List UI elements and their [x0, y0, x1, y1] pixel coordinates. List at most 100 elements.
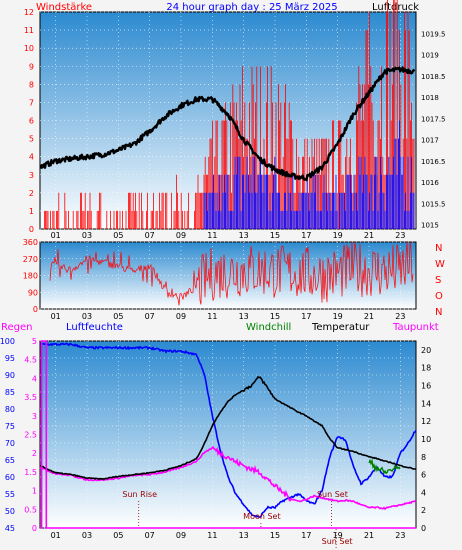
- dewpoint-label: Taupunkt: [392, 322, 439, 333]
- x-tick-label: 19: [333, 231, 343, 240]
- wind-tick-label: 6: [29, 117, 34, 126]
- wind-tick-label: 4: [29, 153, 34, 162]
- astro-events: Sun Rise Moon Set Sun Set Sun Set: [122, 490, 353, 548]
- wind-tick-label: 3: [29, 171, 34, 180]
- windchill-series: [368, 458, 401, 475]
- pressure-tick-label: 1016.5: [421, 158, 446, 166]
- x-tick-label: 11: [207, 231, 217, 240]
- x-tick-label: 09: [176, 531, 186, 540]
- x-tick-label: 23: [395, 531, 405, 540]
- humidity-temperature-plot-area: [39, 340, 417, 529]
- event-label: Sun Set: [322, 537, 353, 546]
- rain-tick-label: 4: [32, 374, 37, 383]
- humidity-temperature-axes: 455055606570758085909510000.511.522.533.…: [0, 337, 431, 540]
- x-tick-label: 13: [239, 312, 249, 321]
- pressure-tick-label: 1015.5: [421, 200, 446, 208]
- x-tick-label: 13: [239, 531, 249, 540]
- wind-direction-series: [49, 241, 414, 306]
- humidity-tick-label: 70: [5, 439, 15, 448]
- x-tick-label: 11: [207, 312, 217, 321]
- temperature-tick-label: 4: [421, 488, 426, 497]
- wind-tick-label: 12: [24, 8, 34, 17]
- direction-tick-label: 360: [23, 238, 38, 247]
- pressure-tick-label: 1015: [421, 222, 439, 230]
- rain-tick-label: 3.5: [24, 393, 37, 402]
- humidity-tick-label: 45: [5, 524, 15, 533]
- wind-tick-label: 2: [29, 189, 34, 198]
- wind-tick-label: 9: [29, 62, 34, 71]
- x-tick-label: 15: [270, 231, 280, 240]
- humidity-series: [39, 342, 417, 518]
- page-title: 24 hour graph day : 25 März 2025: [166, 2, 337, 13]
- rain-tick-label: 2.5: [24, 431, 37, 440]
- temperature-tick-label: 2: [421, 506, 426, 515]
- direction-tick-label: 0: [33, 305, 38, 314]
- rain-label: Regen: [1, 322, 33, 333]
- x-tick-label: 07: [145, 231, 155, 240]
- rain-tick-label: 0: [32, 524, 37, 533]
- wind-tick-label: 1: [29, 207, 34, 216]
- event-label: Sun Set: [317, 490, 348, 499]
- humidity-tick-label: 95: [5, 354, 15, 363]
- humidity-tick-label: 85: [5, 388, 15, 397]
- humidity-tick-label: 90: [5, 371, 15, 380]
- x-tick-label: 19: [333, 531, 343, 540]
- temperature-tick-label: 16: [421, 382, 431, 391]
- pressure-tick-label: 1017: [421, 137, 439, 145]
- x-tick-label: 17: [301, 231, 311, 240]
- wind-direction-series: [49, 241, 414, 306]
- temperature-tick-label: 12: [421, 417, 431, 426]
- event-label: Moon Set: [243, 512, 280, 521]
- x-tick-label: 19: [333, 312, 343, 321]
- x-tick-label: 05: [113, 531, 123, 540]
- temperature-series: [39, 375, 417, 481]
- temperature-label: Temperatur: [311, 322, 370, 333]
- pressure-series: [39, 66, 416, 182]
- temperature-tick-label: 18: [421, 364, 431, 373]
- event-label: Sun Rise: [122, 490, 157, 499]
- x-tick-label: 21: [364, 312, 374, 321]
- x-tick-label: 23: [395, 231, 405, 240]
- wind-direction-grid: [40, 241, 416, 310]
- x-tick-label: 03: [82, 231, 92, 240]
- x-tick-label: 01: [51, 231, 61, 240]
- rain-series: [40, 340, 416, 529]
- temperature-tick-label: 8: [421, 453, 426, 462]
- compass-label: N: [435, 307, 442, 318]
- wind-pressure-axes: 012345678910111210151015.510161016.51017…: [24, 8, 446, 240]
- rain-tick-label: 1: [32, 487, 37, 496]
- x-tick-label: 09: [176, 312, 186, 321]
- pressure-tick-label: 1018.5: [421, 73, 446, 81]
- humidity-tick-label: 100: [0, 337, 15, 346]
- direction-tick-label: 90: [28, 288, 38, 297]
- compass-label: S: [435, 275, 441, 286]
- x-tick-label: 07: [145, 531, 155, 540]
- pressure-tick-label: 1018: [421, 94, 439, 102]
- rain-tick-label: 3: [32, 412, 37, 421]
- x-tick-label: 17: [301, 312, 311, 321]
- temperature-tick-label: 10: [421, 435, 431, 444]
- direction-tick-label: 270: [23, 255, 38, 264]
- x-tick-label: 21: [364, 231, 374, 240]
- wind-gust-series: [203, 120, 415, 229]
- wind-tick-label: 7: [29, 98, 34, 107]
- x-tick-label: 17: [301, 531, 311, 540]
- x-tick-label: 05: [113, 312, 123, 321]
- pressure-label: Luftdruck: [372, 2, 419, 13]
- x-tick-label: 09: [176, 231, 186, 240]
- wind-tick-label: 8: [29, 80, 34, 89]
- rain-tick-label: 5: [32, 337, 37, 346]
- x-tick-label: 07: [145, 312, 155, 321]
- compass-label: O: [435, 291, 443, 302]
- x-tick-label: 23: [395, 312, 405, 321]
- rain-tick-label: 1.5: [24, 468, 37, 477]
- rain-tick-label: 2: [32, 449, 37, 458]
- temperature-tick-label: 6: [421, 471, 426, 480]
- x-tick-label: 15: [270, 531, 280, 540]
- x-tick-label: 01: [51, 531, 61, 540]
- pressure-tick-label: 1017.5: [421, 115, 446, 123]
- humidity-temperature-series: [39, 340, 417, 529]
- temperature-tick-label: 0: [421, 524, 426, 533]
- direction-tick-label: 180: [23, 272, 38, 281]
